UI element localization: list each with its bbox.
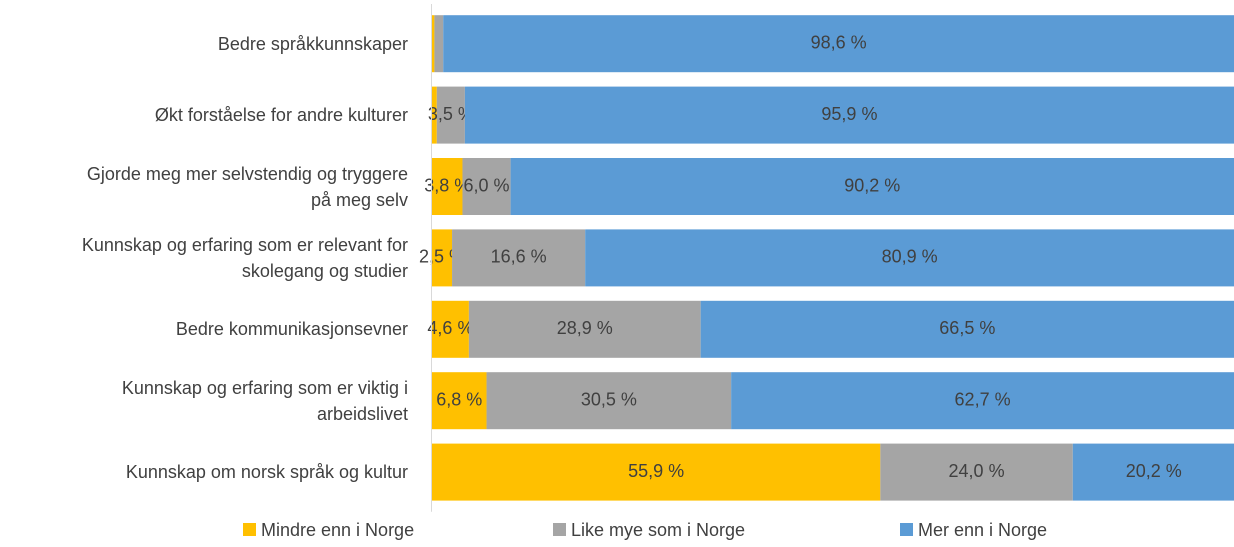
- category-label: Gjorde meg mer selvstendig og tryggere p…: [86, 163, 408, 210]
- data-label: 6,0 %: [464, 175, 510, 195]
- bar-segment: [464, 86, 1234, 144]
- legend-swatch: [553, 523, 566, 536]
- bar-segment: [486, 372, 732, 430]
- bar-segment: [468, 300, 701, 358]
- data-label: 4,6 %: [427, 318, 473, 338]
- category-label: Kunnskap og erfaring som er viktig i arb…: [121, 377, 408, 424]
- data-label: 90,2 %: [844, 175, 900, 195]
- bar-segment: [443, 15, 1234, 73]
- legend-label: Mer enn i Norge: [918, 520, 1047, 540]
- bar-segment: [432, 300, 469, 358]
- legend-label: Mindre enn i Norge: [261, 520, 414, 540]
- bar-segment: [731, 372, 1234, 430]
- bar-segment: [434, 15, 444, 73]
- bar-segment: [1072, 443, 1234, 501]
- data-label: 3,8 %: [424, 175, 470, 195]
- data-label: 16,6 %: [491, 247, 547, 267]
- data-label: 30,5 %: [581, 389, 637, 409]
- data-label: 66,5 %: [939, 318, 995, 338]
- bar-segment: [510, 158, 1234, 215]
- data-label: 3,5 %: [428, 104, 474, 124]
- bar-segment: [452, 229, 586, 287]
- data-label: 95,9 %: [821, 104, 877, 124]
- data-label: 98,6 %: [811, 32, 867, 52]
- data-label: 20,2 %: [1126, 461, 1182, 481]
- bar-segment: [432, 443, 881, 501]
- bar-segment: [432, 15, 435, 73]
- legend-swatch: [243, 523, 256, 536]
- data-label: 55,9 %: [628, 461, 684, 481]
- category-label: Kunnskap og erfaring som er relevant for…: [81, 234, 408, 281]
- data-label: 6,8 %: [436, 389, 482, 409]
- bar-segment: [432, 372, 487, 430]
- bar-segment: [700, 300, 1234, 358]
- data-label: 24,0 %: [949, 461, 1005, 481]
- category-label: Kunnskap om norsk språk og kultur: [125, 462, 408, 483]
- category-label: Økt forståelse for andre kulturer: [154, 105, 408, 126]
- category-label: Bedre språkkunnskaper: [217, 33, 408, 54]
- bar-segment: [432, 229, 453, 287]
- bar-segment: [436, 86, 465, 144]
- data-label: 80,9 %: [882, 247, 938, 267]
- bar-segment: [432, 158, 463, 215]
- data-label: 28,9 %: [557, 318, 613, 338]
- bar-segment: [462, 158, 511, 215]
- data-label: 62,7 %: [955, 389, 1011, 409]
- bar-segment: [432, 86, 437, 144]
- category-label: Bedre kommunikasjonsevner: [175, 319, 408, 340]
- bar-segment: [880, 443, 1073, 501]
- legend-swatch: [900, 523, 913, 536]
- bar-segment: [585, 229, 1234, 287]
- legend-label: Like mye som i Norge: [571, 520, 745, 540]
